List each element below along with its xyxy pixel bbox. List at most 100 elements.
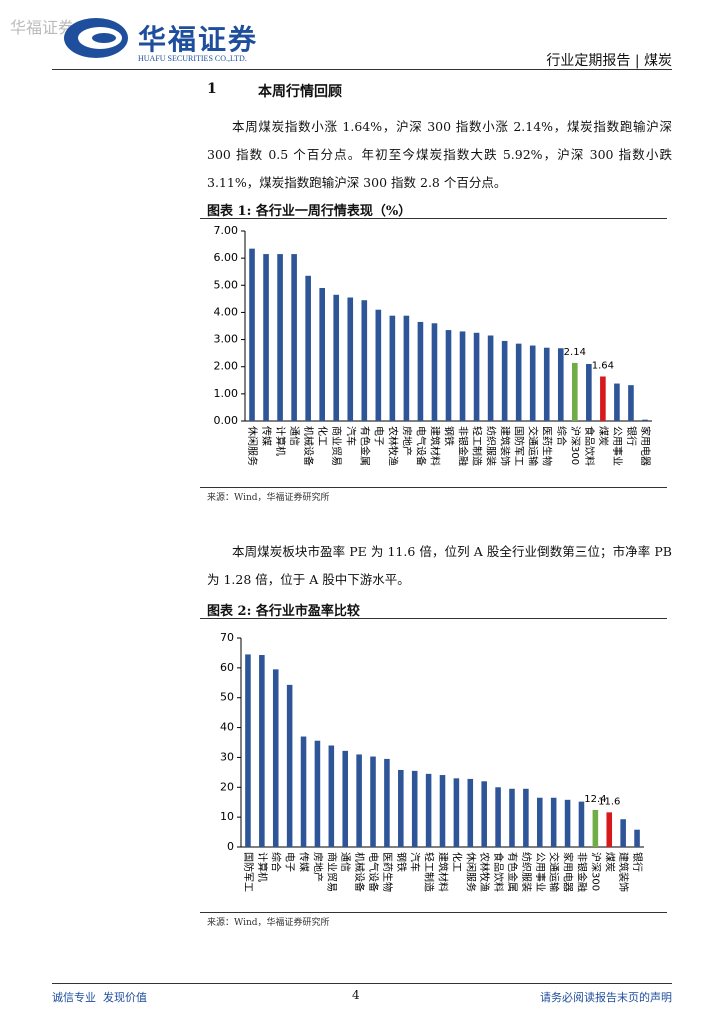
- bar: [628, 385, 634, 421]
- x-tick-label: 商业贸易: [325, 852, 338, 892]
- figure-title: 图表 1: 各行业一周行情表现（%）: [207, 204, 412, 219]
- y-tick-label: 10: [220, 810, 234, 823]
- bar: [263, 254, 269, 421]
- x-tick-label: 综合: [555, 426, 568, 446]
- logo-text: 华福证券: [138, 23, 259, 56]
- bar: [536, 797, 543, 847]
- figure-title: 图表 2: 各行业市盈率比较: [207, 604, 360, 619]
- x-tick-label: 通信: [288, 426, 300, 446]
- bar: [557, 348, 564, 421]
- x-tick-label: 医药生物: [381, 852, 394, 892]
- bar: [529, 345, 536, 421]
- bar: [431, 323, 438, 421]
- x-tick-label: 沪深300: [589, 852, 602, 891]
- source: 来源：Wind，华福证券研究所: [207, 493, 330, 503]
- y-tick-label: 40: [220, 721, 234, 734]
- x-tick-label: 交通运输: [527, 426, 540, 466]
- bar: [501, 340, 508, 421]
- y-tick-label: 6.00: [214, 251, 239, 264]
- bar: [487, 335, 494, 421]
- x-tick-label: 钢铁: [395, 852, 408, 872]
- footer-slogan: 诚信专业 发现价值: [52, 991, 147, 1004]
- x-tick-label: 纺织服装: [485, 426, 498, 466]
- bar: [459, 331, 466, 421]
- bar: [425, 773, 432, 847]
- x-tick-label: 计算机: [256, 852, 269, 882]
- report-label: 行业定期报告 | 煤炭: [546, 53, 672, 69]
- bar: [642, 419, 648, 421]
- page-number: 4: [352, 988, 360, 1002]
- x-tick-label: 食品饮料: [583, 426, 596, 466]
- x-tick-label: 电子: [372, 426, 385, 446]
- bar: [481, 781, 487, 847]
- x-tick-label: 钢铁: [443, 426, 456, 446]
- bar: [333, 294, 340, 421]
- x-tick-label: 房地产: [311, 852, 324, 882]
- x-tick-label: 计算机: [274, 426, 287, 456]
- x-tick-label: 交通运输: [548, 852, 561, 892]
- x-tick-label: 通信: [339, 852, 351, 872]
- y-tick-label: 7.00: [214, 224, 239, 237]
- data-label: 1.64: [592, 360, 614, 371]
- bar: [347, 297, 354, 421]
- x-tick-label: 综合: [270, 852, 283, 872]
- y-tick-label: 30: [220, 750, 234, 763]
- x-tick-label: 汽车: [409, 852, 422, 872]
- figure-rule: [200, 618, 667, 619]
- x-tick-label: 有色金属: [358, 426, 371, 466]
- bar: [384, 758, 390, 847]
- bar: [398, 769, 404, 847]
- x-tick-label: 轻工制造: [423, 852, 436, 892]
- bar: [328, 745, 335, 847]
- chart: 0 10 20 30 40 50 60 70 国防军工 计算机 综合 电子 传媒 房地产 商业贸易 通信 机械设…: [220, 631, 644, 892]
- figure-rule: [200, 218, 667, 219]
- x-tick-label: 机械设备: [353, 852, 366, 892]
- x-tick-label: 食品饮料: [492, 852, 505, 892]
- bar: [543, 347, 550, 421]
- y-tick-label: 20: [220, 780, 234, 793]
- bar: [606, 812, 613, 847]
- x-tick-label: 农林牧渔: [478, 852, 491, 892]
- bar: [389, 315, 396, 421]
- bar: [300, 736, 307, 847]
- bar: [259, 655, 265, 847]
- figure-rule: [200, 912, 667, 913]
- bar: [634, 829, 640, 847]
- y-tick-label: 0: [227, 840, 234, 853]
- x-tick-label: 房地产: [400, 426, 413, 456]
- y-tick-label: 60: [220, 661, 234, 674]
- x-tick-label: 沪深300: [569, 426, 582, 465]
- x-tick-label: 纺织服装: [520, 852, 533, 892]
- x-tick-label: 化工: [450, 852, 463, 872]
- footer-notice: 请务必阅读报告末页的声明: [540, 991, 672, 1004]
- x-tick-label: 建筑材料: [437, 852, 450, 892]
- y-tick-label: 0.00: [214, 414, 239, 427]
- x-tick-label: 国防军工: [513, 426, 526, 466]
- source: 来源：Wind，华福证券研究所: [207, 918, 330, 928]
- x-tick-label: 建筑装饰: [617, 852, 630, 892]
- x-tick-label: 机械设备: [302, 426, 315, 466]
- x-tick-label: 汽车: [344, 426, 357, 446]
- x-tick-label: 传媒: [260, 426, 272, 446]
- x-tick-label: 公用事业: [611, 426, 624, 466]
- bar: [342, 750, 349, 847]
- bar: [314, 740, 321, 847]
- x-tick-label: 休闲服务: [246, 426, 259, 466]
- bar: [586, 364, 592, 421]
- bar: [614, 383, 620, 421]
- bar: [417, 321, 424, 421]
- bar: [286, 684, 293, 847]
- figure-rule: [200, 487, 667, 488]
- bar: [361, 300, 368, 421]
- x-tick-label: 电气设备: [414, 426, 427, 466]
- bar: [509, 788, 515, 847]
- data-label: 12.4: [584, 794, 606, 805]
- logo-english: HUAFU SECURITIES CO.,LTD.: [138, 54, 247, 63]
- data-label: 11.6: [598, 796, 620, 807]
- x-tick-label: 传媒: [298, 852, 310, 872]
- bar: [515, 343, 522, 421]
- paragraph: 本周煤炭指数小涨 1.64%，沪深 300 指数小涨 2.14%，煤炭指数跑输沪…: [207, 119, 672, 190]
- x-tick-label: 煤炭: [597, 426, 610, 446]
- bar: [564, 799, 571, 847]
